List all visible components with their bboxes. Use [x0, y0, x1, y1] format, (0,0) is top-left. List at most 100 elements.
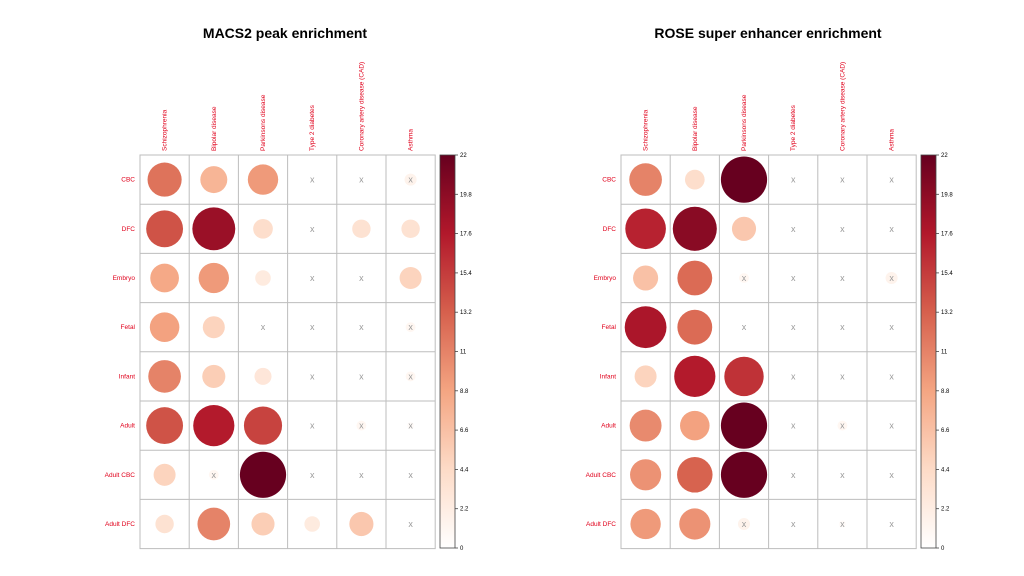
colorbar-tick-label: 4.4	[460, 467, 469, 473]
bubble	[629, 163, 662, 196]
colorbar-tick-label: 22	[941, 153, 948, 159]
bubble	[837, 420, 848, 431]
missing-marker: x	[310, 175, 315, 185]
panel-title: ROSE super enhancer enrichment	[654, 25, 882, 41]
bubble	[674, 355, 716, 398]
missing-marker: x	[889, 273, 894, 283]
column-label: Type 2 diabetes	[309, 104, 316, 151]
bubble	[684, 169, 705, 190]
bubble	[634, 365, 657, 388]
row-label: Embryo	[113, 275, 136, 282]
missing-marker: x	[261, 322, 266, 332]
colorbar-tick-label: 15.4	[460, 271, 472, 277]
missing-marker: x	[742, 322, 747, 332]
missing-marker: x	[742, 273, 747, 283]
missing-marker: x	[889, 470, 894, 480]
missing-marker: x	[408, 519, 413, 529]
column-label: Coronary artery disease (CAD)	[839, 62, 846, 151]
missing-marker: x	[310, 322, 315, 332]
missing-marker: x	[840, 519, 845, 529]
panel-title: MACS2 peak enrichment	[203, 25, 367, 41]
bubble	[633, 265, 659, 291]
bubble	[149, 312, 180, 342]
bubble	[724, 356, 764, 397]
bubble	[630, 459, 662, 491]
bubble	[193, 404, 235, 447]
colorbar	[439, 154, 456, 549]
missing-marker: x	[791, 322, 796, 332]
colorbar-tick-label: 2.2	[941, 507, 950, 513]
missing-marker: x	[408, 371, 413, 381]
bubble	[304, 516, 320, 532]
row-label: Fetal	[602, 324, 617, 331]
row-label: DFC	[603, 226, 617, 233]
colorbar-tick-label: 0	[941, 546, 945, 552]
missing-marker: x	[791, 371, 796, 381]
colorbar-tick-label: 13.2	[941, 310, 953, 316]
missing-marker: x	[889, 421, 894, 431]
bubble	[629, 409, 662, 442]
bubble	[356, 420, 367, 431]
bubble	[146, 210, 184, 248]
row-label: Adult CBC	[586, 472, 617, 479]
bubble	[254, 367, 272, 385]
bubble	[838, 520, 846, 528]
bubble	[253, 218, 273, 239]
bubble	[677, 309, 713, 345]
column-label: Bipolar disease	[692, 106, 699, 151]
bubble	[731, 216, 757, 241]
missing-marker: x	[212, 470, 217, 480]
row-label: Fetal	[121, 324, 136, 331]
bubble	[155, 514, 174, 534]
colorbar-tick-label: 11	[460, 350, 467, 356]
bubble	[630, 508, 661, 540]
bubble	[407, 422, 415, 430]
column-label: Schizophrenia	[643, 109, 650, 151]
missing-marker: x	[840, 371, 845, 381]
missing-marker: x	[791, 421, 796, 431]
colorbar-tick-label: 15.4	[941, 271, 953, 277]
missing-marker: x	[359, 421, 364, 431]
colorbar	[920, 154, 937, 549]
bubble	[192, 207, 236, 251]
missing-marker: x	[889, 322, 894, 332]
bubble	[679, 508, 711, 540]
bubble	[208, 469, 219, 480]
missing-marker: x	[359, 273, 364, 283]
row-label: Embryo	[594, 275, 617, 282]
bubble	[885, 271, 898, 285]
bubble	[399, 266, 422, 290]
bubble	[672, 206, 717, 251]
column-label: Parkinsons disease	[260, 94, 267, 151]
missing-marker: x	[310, 371, 315, 381]
missing-marker: x	[791, 175, 796, 185]
missing-marker: x	[840, 175, 845, 185]
missing-marker: x	[889, 519, 894, 529]
colorbar-tick-label: 19.8	[460, 192, 472, 198]
colorbar-tick-label: 19.8	[941, 192, 953, 198]
colorbar-tick-label: 0	[460, 546, 464, 552]
row-label: Infant	[119, 373, 135, 380]
row-label: Infant	[600, 373, 616, 380]
bubble	[200, 166, 228, 194]
missing-marker: x	[359, 371, 364, 381]
row-label: CBC	[121, 177, 135, 184]
bubble	[401, 219, 420, 239]
bubble	[624, 306, 667, 349]
row-label: CBC	[602, 177, 616, 184]
missing-marker: x	[359, 322, 364, 332]
missing-marker: x	[840, 421, 845, 431]
colorbar-tick-label: 17.6	[941, 232, 953, 238]
bubble	[148, 360, 181, 393]
bubble	[625, 208, 666, 250]
bubble	[255, 270, 271, 286]
row-label: Adult CBC	[105, 472, 136, 479]
bubble	[243, 406, 283, 445]
colorbar-tick-label: 22	[460, 153, 467, 159]
row-label: Adult DFC	[586, 521, 616, 528]
column-label: Bipolar disease	[211, 106, 218, 151]
missing-marker: x	[791, 519, 796, 529]
bubble	[677, 260, 713, 296]
colorbar-tick-label: 8.8	[941, 389, 950, 395]
panel-2: ROSE super enhancer enrichment Schizophre…	[586, 25, 954, 552]
